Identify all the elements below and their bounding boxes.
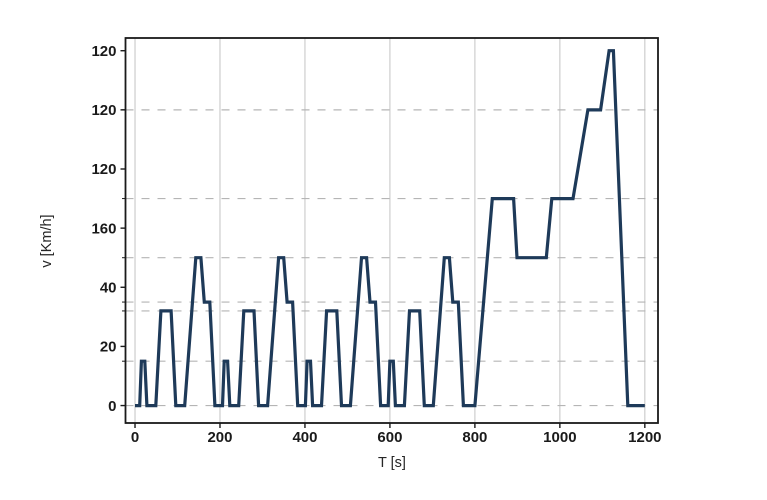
y-tick-label: 20 (100, 339, 117, 356)
y-tick-label: 120 (91, 102, 116, 119)
x-tick-label: 400 (292, 429, 317, 446)
y-tick-label: 40 (100, 279, 117, 296)
x-tick-label: 1200 (628, 429, 661, 446)
x-axis-label: T [s] (378, 455, 406, 471)
y-tick-label: 0 (108, 398, 116, 415)
velocity-curve (135, 49, 645, 408)
y-tick-label: 120 (91, 43, 116, 60)
x-tick-label: 1000 (543, 429, 576, 446)
plot-border (124, 37, 659, 424)
y-axis-label: v [Km/h] (39, 214, 55, 267)
plot-area: 0 200 400 600 800 1000 1200 0 20 40 160 120 120 120 (91, 37, 662, 446)
x-tick-label: 800 (462, 429, 487, 446)
y-tick-label: 160 (91, 220, 116, 237)
x-tick-label: 0 (131, 429, 139, 446)
x-tick-label: 600 (377, 429, 402, 446)
x-tick-label: 200 (207, 429, 232, 446)
y-tick-label: 120 (91, 161, 116, 178)
